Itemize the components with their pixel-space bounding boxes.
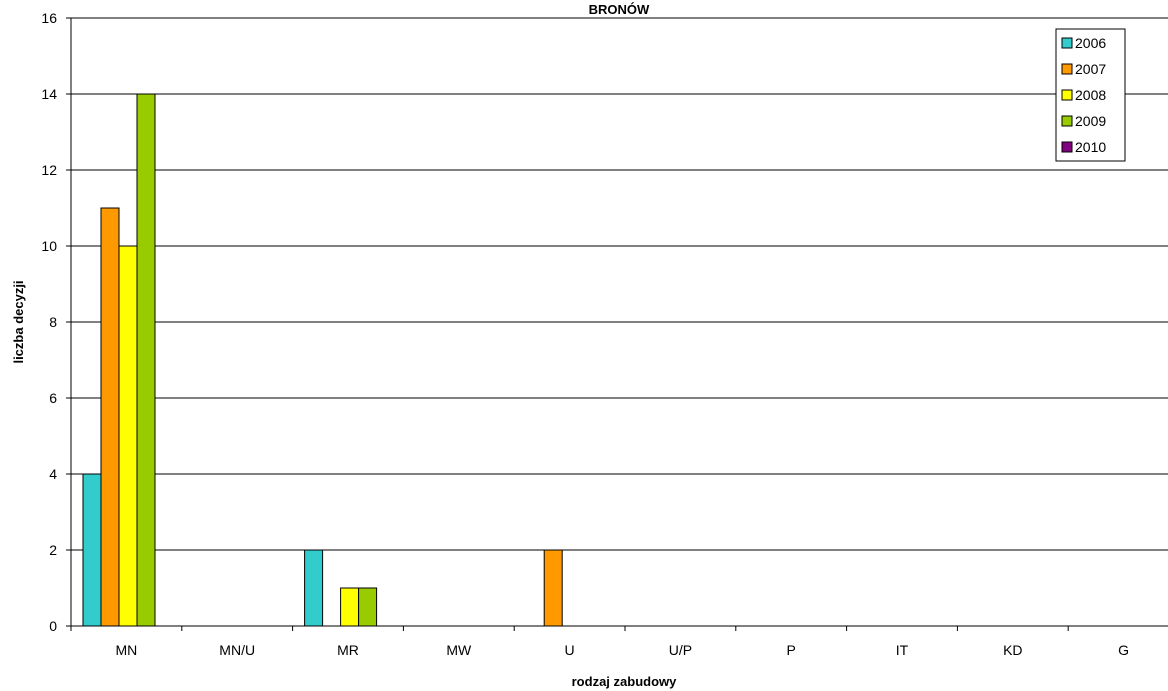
y-tick-label: 2 <box>49 542 57 558</box>
x-tick-label: G <box>1118 642 1129 658</box>
bar-2007-U <box>543 549 563 627</box>
bar-2009-MR <box>358 587 378 627</box>
legend-label-2009: 2009 <box>1075 113 1106 129</box>
y-tick-label: 12 <box>41 162 57 178</box>
legend-swatch-2010 <box>1061 141 1073 153</box>
x-axis-title: rodzaj zabudowy <box>572 674 678 689</box>
y-tick-label: 6 <box>49 390 57 406</box>
x-tick-label: MW <box>446 642 472 658</box>
y-axis-title: liczba decyzji <box>11 280 26 363</box>
x-tick-label: MN <box>116 642 138 658</box>
legend-label-2010: 2010 <box>1075 139 1106 155</box>
bars <box>82 93 563 627</box>
bar-2009-MN <box>136 93 156 627</box>
bar-2006-MN <box>82 473 102 627</box>
legend-swatch-2009 <box>1061 115 1073 127</box>
x-tick-label: IT <box>896 642 909 658</box>
chart-title: BRONÓW <box>589 2 650 17</box>
y-tick-label: 4 <box>49 466 57 482</box>
legend-label-2008: 2008 <box>1075 87 1106 103</box>
y-tick-labels: 0 2 4 6 8 10 12 14 16 <box>41 10 57 634</box>
y-tick-label: 16 <box>41 10 57 26</box>
x-tick-label: U <box>565 642 575 658</box>
x-tick-label: P <box>787 642 796 658</box>
bar-2007-MN <box>100 207 120 627</box>
legend-label-2006: 2006 <box>1075 35 1106 51</box>
legend-swatch-2007 <box>1061 63 1073 75</box>
legend-swatch-2008 <box>1061 89 1073 101</box>
gridlines <box>71 17 1168 551</box>
x-tick-label: MN/U <box>219 642 255 658</box>
y-tick-label: 0 <box>49 618 57 634</box>
y-tick-label: 14 <box>41 86 57 102</box>
legend-swatch-2006 <box>1061 37 1073 49</box>
y-tick-label: 10 <box>41 238 57 254</box>
legend-label-2007: 2007 <box>1075 61 1106 77</box>
x-tick-label: U/P <box>669 642 692 658</box>
bar-2006-MR <box>304 549 324 627</box>
x-tick-label: MR <box>337 642 359 658</box>
bar-2008-MR <box>340 587 360 627</box>
bar-2008-MN <box>118 245 138 627</box>
axes <box>66 17 1168 631</box>
x-tick-label: KD <box>1003 642 1022 658</box>
x-tick-labels: MN MN/U MR MW U U/P P IT KD G <box>116 642 1130 658</box>
legend: 2006 2007 2008 2009 2010 <box>1055 28 1126 162</box>
y-tick-label: 8 <box>49 314 57 330</box>
